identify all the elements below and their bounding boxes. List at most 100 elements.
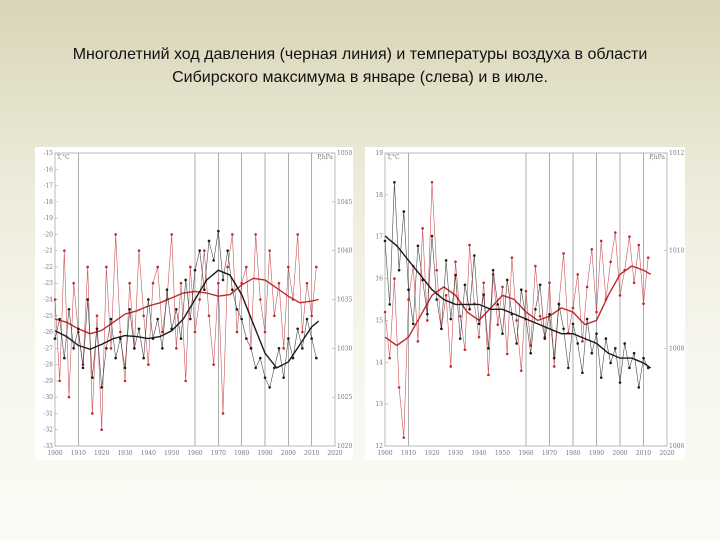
july-right-axis-label: P,hPa: [649, 154, 665, 161]
january-temperature-point: [207, 314, 211, 318]
january-x-tick-label: 1980: [234, 450, 249, 457]
july-pressure-point: [581, 371, 584, 375]
july-temperature-point: [510, 256, 514, 259]
january-temperature-point: [282, 347, 285, 350]
july-pressure-point: [393, 181, 396, 184]
july-temperature-point: [426, 319, 429, 322]
january-left-tick-label: -29: [43, 378, 53, 385]
july-pressure-point: [515, 342, 518, 345]
july-pressure-point: [576, 342, 579, 345]
july-pressure-point: [505, 278, 509, 282]
july-x-tick-label: 2000: [612, 450, 627, 457]
january-temperature-point: [114, 233, 117, 236]
january-left-tick-label: -28: [43, 362, 53, 369]
july-temperature-point: [599, 239, 603, 243]
january-x-tick-label: 1930: [117, 450, 132, 457]
january-temperature-point: [123, 379, 127, 383]
january-temperature-point: [156, 265, 159, 269]
july-pressure-point: [440, 327, 443, 331]
july-temperature-point: [444, 294, 448, 297]
july-temperature-point: [402, 436, 406, 439]
january-pressure-point: [95, 327, 99, 331]
january-pressure-point: [296, 327, 299, 331]
january-left-tick-label: -24: [43, 297, 53, 304]
july-pressure-point: [491, 268, 495, 272]
july-pressure-point: [595, 332, 598, 335]
july-pressure-point: [529, 351, 532, 355]
january-left-tick-label: -22: [43, 264, 53, 271]
july-pressure-point: [590, 351, 594, 355]
july-pressure-point: [534, 307, 537, 311]
january-temperature-point: [170, 233, 173, 236]
july-pressure-point: [571, 322, 575, 326]
july-pressure-point: [538, 283, 542, 287]
january-temperature-smoothed-line: [54, 277, 319, 335]
january-left-tick-label: -15: [43, 150, 53, 157]
july-pressure-point: [496, 303, 500, 306]
january-pressure-point: [114, 356, 117, 360]
july-pressure-point: [501, 332, 504, 335]
january-pressure-point: [282, 376, 285, 379]
july-temperature-point: [595, 310, 598, 314]
january-left-axis-label: T,°C: [57, 154, 70, 161]
january-pressure-point: [310, 337, 313, 340]
july-pressure-point: [487, 347, 490, 350]
january-temperature-point: [235, 330, 239, 334]
january-right-tick-label: 1035: [337, 297, 352, 304]
january-x-tick-label: 1900: [47, 450, 62, 457]
january-temperature-point: [198, 298, 201, 301]
january-pressure-point: [91, 376, 94, 379]
july-x-tick-label: 1970: [542, 450, 557, 457]
july-temperature-point: [614, 231, 617, 234]
january-temperature-point: [203, 249, 206, 252]
july-pressure-point: [402, 210, 406, 213]
january-temperature-point: [53, 298, 57, 301]
january-x-tick-label: 2020: [327, 450, 342, 457]
january-left-tick-label: -30: [43, 394, 53, 401]
january-pressure-point: [100, 386, 103, 389]
january-temperature-point: [119, 330, 122, 334]
july-pressure-point: [411, 322, 415, 326]
july-temperature-point: [449, 365, 453, 368]
july-temperature-point: [548, 281, 551, 285]
july-right-tick-label: 1006: [669, 443, 684, 450]
slide-title-line-2: Сибирского максимума в январе (слева) и …: [172, 69, 548, 86]
january-pressure-point: [245, 337, 248, 340]
january-x-tick-label: 1970: [211, 450, 226, 457]
july-temperature-point: [618, 294, 622, 297]
january-pressure-point: [133, 347, 136, 350]
july-temperature-point: [482, 281, 485, 285]
july-x-tick-label: 1950: [495, 450, 510, 457]
july-temperature-point: [487, 373, 490, 377]
july-temperature-point: [571, 306, 575, 310]
january-temperature-point: [231, 233, 234, 236]
july-temperature-point: [468, 243, 471, 247]
july-temperature-point: [538, 314, 542, 318]
january-right-tick-label: 1020: [337, 443, 352, 450]
january-pressure-point: [109, 317, 113, 321]
january-left-tick-label: -32: [43, 427, 53, 434]
january-temperature-point: [179, 281, 183, 285]
january-chart: -15 -16 -17 -18 -19 -20 -21 -22 -23 -24 -25 -26 -27 -…: [35, 147, 353, 460]
july-pressure-point: [614, 347, 617, 350]
july-pressure-point: [520, 288, 523, 292]
january-temperature-point: [137, 249, 141, 252]
july-left-tick-label: 13: [375, 401, 383, 408]
january-pressure-point: [301, 347, 304, 350]
january-x-tick-label: 1960: [187, 450, 202, 457]
july-x-tick-label: 1900: [377, 450, 392, 457]
july-pressure-point: [637, 386, 641, 389]
january-temperature-point: [259, 298, 262, 301]
january-pressure-point: [175, 307, 178, 311]
january-pressure-point: [179, 337, 183, 340]
january-pressure-point: [217, 229, 220, 233]
july-left-tick-label: 14: [375, 359, 383, 366]
january-pressure-point: [189, 317, 192, 321]
july-temperature-point: [416, 340, 420, 343]
july-temperature-point: [397, 386, 401, 389]
july-pressure-point: [463, 283, 467, 287]
july-x-tick-label: 1930: [448, 450, 463, 457]
july-pressure-point: [468, 307, 471, 311]
january-temperature-point: [86, 265, 89, 269]
july-pressure-point: [458, 337, 462, 340]
